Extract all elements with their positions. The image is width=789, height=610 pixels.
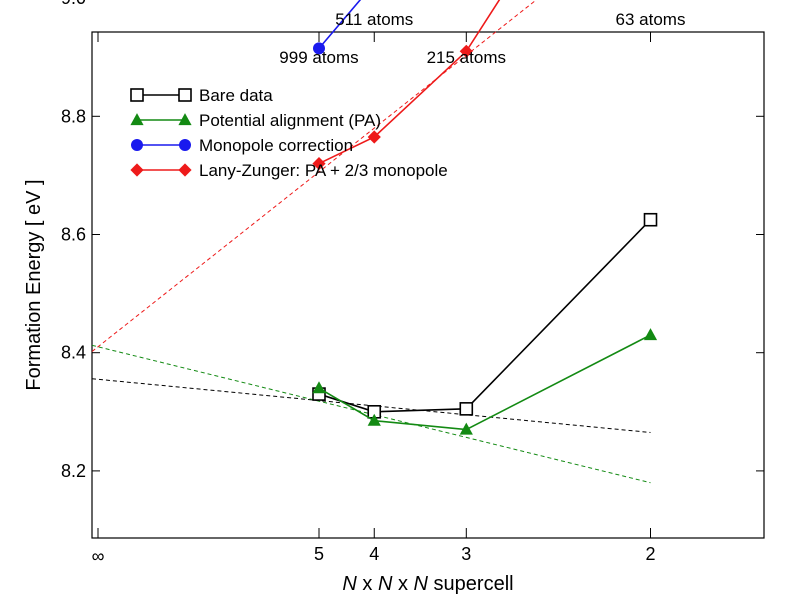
series-bare-data: [312, 212, 658, 419]
y-tick-label: 8.2: [61, 461, 86, 481]
x-tick-label: 5: [314, 544, 324, 564]
marker-circle: [313, 42, 325, 55]
marker-square: [643, 212, 658, 227]
legend-entry: Bare data: [130, 86, 273, 105]
atom-count-label: 511 atoms: [335, 10, 413, 29]
atom-count-label: 63 atoms: [616, 10, 686, 29]
marker-triangle: [367, 413, 381, 426]
marker-triangle: [459, 422, 473, 435]
legend-entry: Monopole correction: [131, 136, 353, 155]
legend-entry: Lany-Zunger: PA + 2/3 monopole: [130, 161, 448, 180]
marker-triangle: [312, 381, 326, 394]
marker-triangle: [643, 328, 658, 341]
marker-diamond: [178, 163, 192, 177]
legend: Bare data Potential alignment (PA) Monopol…: [130, 86, 448, 180]
x-axis-title-n3: N: [414, 573, 429, 595]
marker-diamond: [459, 44, 473, 58]
x-tick-label: 2: [645, 544, 655, 564]
x-axis-title-x2: x: [392, 573, 413, 595]
marker-circle: [131, 139, 143, 151]
atom-annotations: 999 atoms 511 atoms 215 atoms 63 atoms: [279, 10, 685, 67]
series-line: [318, 219, 652, 413]
legend-label: Lany-Zunger: PA + 2/3 monopole: [199, 161, 448, 180]
series-line: [318, 0, 501, 165]
y-tick-label: 8.4: [61, 343, 86, 363]
y-tick-label: 9.0: [61, 0, 86, 8]
marker-square: [178, 88, 192, 102]
series-line: [318, 334, 651, 431]
x-axis-title-suffix: supercell: [428, 573, 514, 595]
marker-triangle: [178, 113, 192, 126]
legend-entry: Potential alignment (PA): [130, 111, 381, 130]
marker-square: [459, 402, 474, 416]
marker-circle: [179, 139, 191, 151]
x-axis-title-x1: x: [357, 573, 378, 595]
y-axis: 8.28.48.68.89.09.29.49.69.810.0: [61, 0, 764, 481]
marker-diamond: [367, 130, 381, 144]
atom-count-label: 215 atoms: [427, 48, 506, 67]
x-tick-label: 4: [369, 544, 379, 564]
x-tick-label-infinity: ∞: [92, 546, 105, 566]
y-tick-label: 8.6: [61, 225, 86, 245]
x-axis-title-n1: N: [342, 573, 357, 595]
y-axis-title: Formation Energy [ eV ]: [23, 179, 45, 390]
y-tick-label: 8.8: [61, 106, 86, 126]
series-monopole-correction: [313, 0, 362, 55]
series-lany-zunger-pa-2-3-monopole: [312, 0, 501, 171]
legend-label: Monopole correction: [199, 136, 353, 155]
series-line: [318, 0, 362, 49]
legend-label: Potential alignment (PA): [199, 111, 381, 130]
marker-diamond: [130, 163, 144, 177]
x-axis: ∞ 5 4 3 2: [92, 32, 656, 566]
legend-label: Bare data: [199, 86, 273, 105]
marker-triangle: [130, 113, 144, 126]
marker-diamond: [312, 156, 326, 171]
series-layer: [312, 0, 658, 435]
x-axis-title: N x N x N supercell: [342, 573, 513, 595]
x-axis-title-n2: N: [378, 573, 393, 595]
series-potential-alignment-pa: [312, 328, 658, 435]
atom-count-label: 999 atoms: [279, 48, 358, 67]
x-tick-label: 3: [461, 544, 471, 564]
marker-square: [130, 88, 144, 102]
plot-frame: [91, 31, 765, 539]
